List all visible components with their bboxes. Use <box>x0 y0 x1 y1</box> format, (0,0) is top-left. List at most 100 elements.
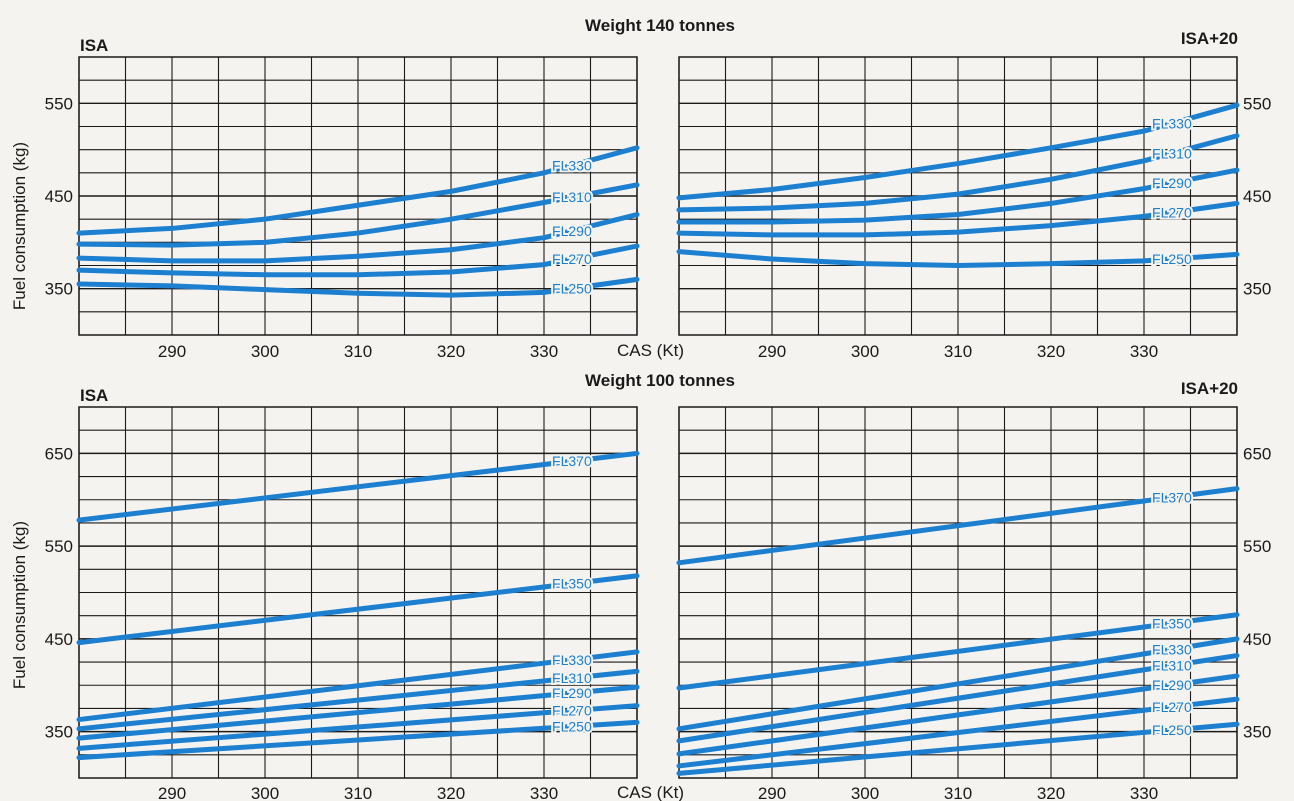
series-line <box>676 673 1240 757</box>
title-weight-140: Weight 140 tonnes <box>585 16 735 35</box>
x-tick-label: 320 <box>1037 784 1065 801</box>
series-label: FL270 <box>552 251 592 267</box>
x-tick-label: 300 <box>851 342 879 361</box>
chart-panel-bottom-right: 290 300 310 320 330 350 450 550 650 FL370 FL350 FL3… <box>676 406 1271 801</box>
x-tick-label: 330 <box>1130 784 1158 801</box>
y-tick-label: 550 <box>1243 537 1271 556</box>
y-tick-label: 450 <box>45 187 73 206</box>
series-line <box>76 450 640 523</box>
y-tick-label: 350 <box>1243 723 1271 742</box>
x-tick-label: 320 <box>437 784 465 801</box>
series-line <box>76 243 640 278</box>
series-label: FL250 <box>552 718 592 734</box>
y-tick-label: 550 <box>45 94 73 113</box>
series-label: FL250 <box>552 280 592 296</box>
series-label: FL290 <box>1152 175 1192 191</box>
x-tick-label: 300 <box>251 784 279 801</box>
x-tick-label: 290 <box>758 342 786 361</box>
series-line <box>676 167 1240 225</box>
title-weight-100: Weight 100 tonnes <box>585 371 735 390</box>
y-tick-label: 350 <box>45 280 73 299</box>
x-tick-label: 320 <box>1037 342 1065 361</box>
y-tick-label: 450 <box>1243 630 1271 649</box>
series-line <box>76 145 640 236</box>
series-line <box>676 102 1240 201</box>
series-label: FL270 <box>1152 699 1192 715</box>
series-line <box>76 212 640 264</box>
series-line <box>676 486 1240 566</box>
series-label: FL310 <box>1152 145 1192 161</box>
series-line <box>76 573 640 646</box>
series-label: FL290 <box>552 223 592 239</box>
series-label: FL290 <box>552 685 592 701</box>
x-tick-label: 310 <box>944 784 972 801</box>
series-line <box>676 721 1240 776</box>
x-axis-label-top: CAS (Kt) <box>617 341 684 360</box>
series-label: FL270 <box>1152 204 1192 220</box>
plot-frame <box>78 56 638 336</box>
series-line <box>676 696 1240 769</box>
y-tick-label: 350 <box>1243 280 1271 299</box>
x-tick-label: 330 <box>530 342 558 361</box>
x-tick-label: 310 <box>344 342 372 361</box>
y-tick-label: 550 <box>45 537 73 556</box>
series-line <box>76 182 640 248</box>
y-tick-label: 650 <box>45 444 73 463</box>
x-tick-label: 320 <box>437 342 465 361</box>
y-tick-label: 450 <box>45 630 73 649</box>
x-tick-label: 290 <box>158 784 186 801</box>
series-line <box>76 276 640 298</box>
condition-label-top-right: ISA+20 <box>1181 29 1238 48</box>
condition-label-bottom-left: ISA <box>80 386 108 405</box>
chart-panel-top-left: 290 300 310 320 330 350 450 550 FL330 FL310 FL290 F… <box>45 56 640 361</box>
y-axis-label-top: Fuel consumption (kg) <box>10 142 29 310</box>
series-label: FL370 <box>552 453 592 469</box>
plot-frame <box>78 406 638 779</box>
series-label: FL350 <box>1152 615 1192 631</box>
chart-panel-bottom-left: 290 300 310 320 330 350 450 550 650 FL370 FL350 FL3… <box>45 406 640 801</box>
series-label: FL330 <box>1152 641 1192 657</box>
series-label: FL270 <box>552 703 592 719</box>
x-tick-label: 330 <box>530 784 558 801</box>
series-label: FL310 <box>1152 658 1192 674</box>
x-tick-label: 300 <box>851 784 879 801</box>
series-line <box>76 703 640 751</box>
series-line <box>76 649 640 723</box>
y-tick-label: 350 <box>45 723 73 742</box>
series-line <box>676 636 1240 732</box>
series-label: FL330 <box>552 157 592 173</box>
x-tick-label: 330 <box>1130 342 1158 361</box>
condition-label-bottom-right: ISA+20 <box>1181 379 1238 398</box>
series-line <box>676 653 1240 744</box>
series-line <box>676 200 1240 238</box>
condition-label-top-left: ISA <box>80 36 108 55</box>
x-tick-label: 310 <box>344 784 372 801</box>
x-tick-label: 290 <box>758 784 786 801</box>
chart-panel-top-right: 290 300 310 320 330 350 450 550 FL330 FL310 FL290 F… <box>676 56 1271 361</box>
series-label: FL330 <box>552 652 592 668</box>
series-label: FL330 <box>1152 115 1192 131</box>
y-tick-label: 650 <box>1243 444 1271 463</box>
series-label: FL370 <box>1152 489 1192 505</box>
series-line <box>676 133 1240 213</box>
series-label: FL250 <box>1152 722 1192 738</box>
x-axis-label-bottom: CAS (Kt) <box>617 783 684 801</box>
x-tick-label: 300 <box>251 342 279 361</box>
x-tick-label: 290 <box>158 342 186 361</box>
series-label: FL250 <box>1152 251 1192 267</box>
y-tick-label: 550 <box>1243 94 1271 113</box>
series-line <box>76 668 640 732</box>
plot-frame <box>678 406 1238 779</box>
series-label: FL290 <box>1152 677 1192 693</box>
y-axis-label-bottom: Fuel consumption (kg) <box>10 521 29 689</box>
series-line <box>676 612 1240 691</box>
x-tick-label: 310 <box>944 342 972 361</box>
y-tick-label: 450 <box>1243 187 1271 206</box>
series-line <box>76 719 640 761</box>
series-label: FL310 <box>552 670 592 686</box>
series-label: FL310 <box>552 189 592 205</box>
series-line <box>676 249 1240 268</box>
series-line <box>76 684 640 741</box>
series-label: FL350 <box>552 576 592 592</box>
